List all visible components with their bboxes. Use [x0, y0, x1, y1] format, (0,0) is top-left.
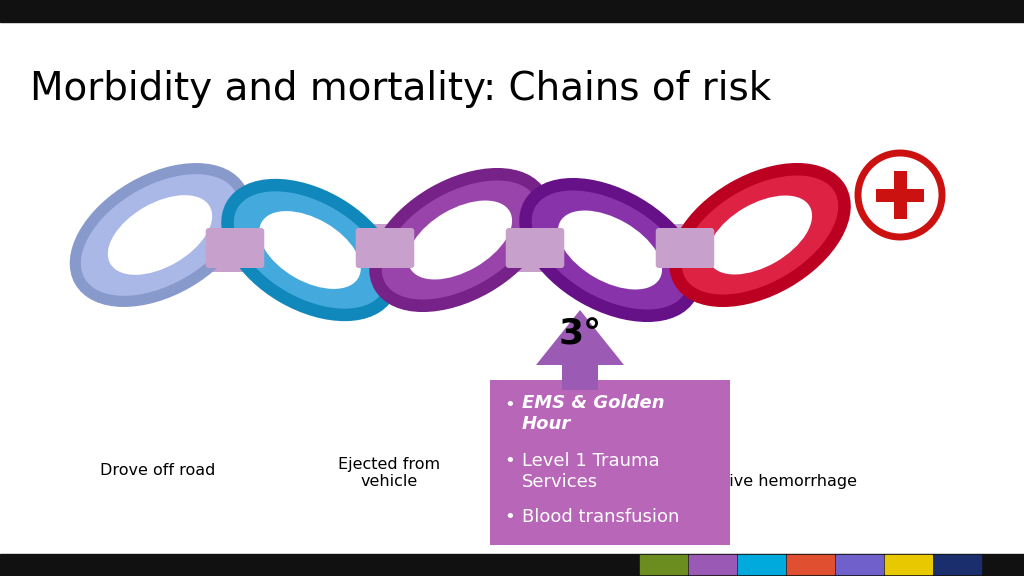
- Text: •: •: [504, 508, 515, 526]
- Ellipse shape: [108, 195, 212, 275]
- FancyBboxPatch shape: [206, 228, 264, 268]
- Bar: [885, 555, 932, 574]
- Bar: [640, 555, 687, 574]
- Ellipse shape: [227, 185, 392, 315]
- Bar: [894, 171, 906, 219]
- Bar: [787, 555, 834, 574]
- Bar: [0, 0, 1024, 22]
- Bar: [836, 555, 883, 574]
- Text: •: •: [504, 396, 515, 414]
- Text: Ejected from
vehicle: Ejected from vehicle: [338, 457, 440, 489]
- Ellipse shape: [408, 200, 512, 279]
- Bar: [689, 555, 736, 574]
- Polygon shape: [536, 310, 624, 390]
- FancyBboxPatch shape: [506, 228, 564, 268]
- Text: EMS & Golden
Hour: EMS & Golden Hour: [522, 394, 665, 433]
- Circle shape: [858, 153, 942, 237]
- Text: Massive hemorrhage: Massive hemorrhage: [689, 474, 857, 489]
- Bar: [738, 555, 785, 574]
- Ellipse shape: [376, 174, 545, 306]
- Bar: [934, 555, 981, 574]
- FancyBboxPatch shape: [490, 380, 730, 545]
- Text: •: •: [504, 452, 515, 470]
- Text: 3°: 3°: [558, 318, 601, 352]
- Ellipse shape: [76, 169, 245, 301]
- Bar: [0, 554, 1024, 576]
- Ellipse shape: [525, 184, 694, 316]
- Bar: [876, 188, 924, 202]
- FancyBboxPatch shape: [85, 224, 805, 272]
- FancyBboxPatch shape: [355, 228, 415, 268]
- Ellipse shape: [558, 211, 663, 290]
- Text: Level 1 Trauma
Services: Level 1 Trauma Services: [522, 452, 659, 491]
- Text: Morbidity and mortality: Chains of risk: Morbidity and mortality: Chains of risk: [30, 70, 771, 108]
- Ellipse shape: [259, 211, 360, 289]
- Ellipse shape: [708, 195, 812, 275]
- Ellipse shape: [676, 169, 845, 301]
- Text: MVC Trauma: MVC Trauma: [527, 463, 629, 478]
- Text: Blood transfusion: Blood transfusion: [522, 508, 679, 526]
- FancyBboxPatch shape: [655, 228, 715, 268]
- Text: Drove off road: Drove off road: [100, 463, 216, 478]
